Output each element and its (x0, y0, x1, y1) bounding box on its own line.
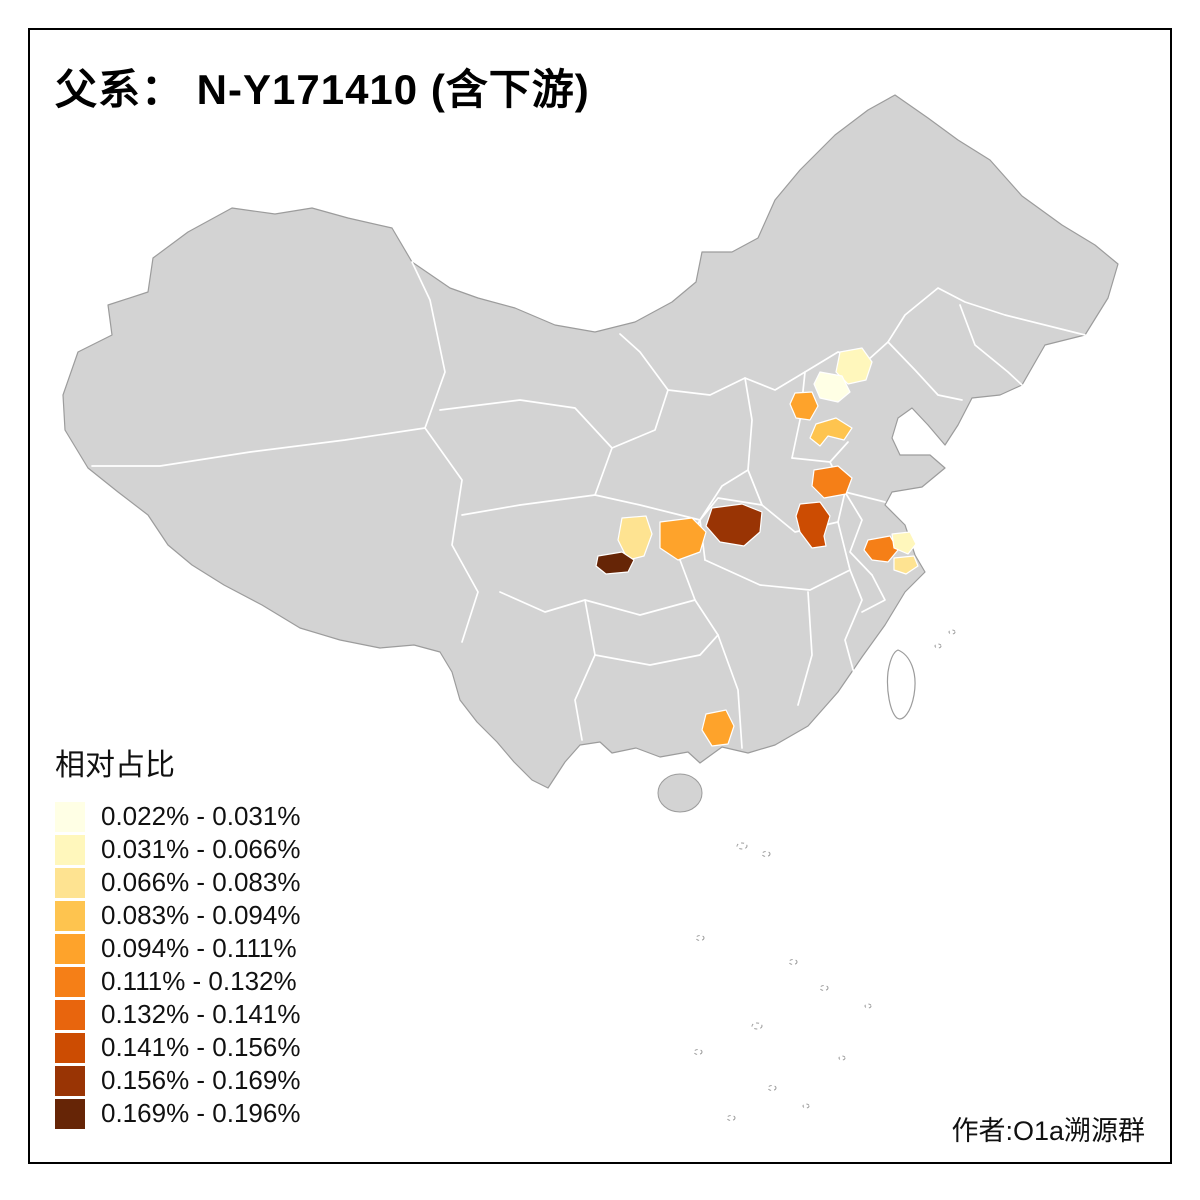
legend-swatch (55, 1065, 85, 1096)
choropleth-region-eastern-hubei (795, 501, 831, 549)
legend-swatch (55, 801, 85, 832)
legend-item: 0.132% - 0.141% (55, 998, 300, 1031)
legend-label: 0.132% - 0.141% (101, 999, 301, 1029)
choropleth-region-northern-zhejiang (893, 555, 919, 575)
choropleth-region-southern-sichuan (595, 551, 635, 575)
legend-swatch (55, 1032, 85, 1063)
legend-title: 相对占比 (55, 749, 175, 782)
choropleth-region-chengdu (617, 515, 653, 561)
legend-label: 0.066% - 0.083% (101, 867, 301, 897)
legend-item: 0.022% - 0.031% (55, 800, 300, 833)
legend-label: 0.156% - 0.169% (101, 1065, 301, 1095)
legend-label: 0.022% - 0.031% (101, 801, 301, 831)
choropleth-region-southern-hebei (809, 417, 853, 447)
legend-label: 0.083% - 0.094% (101, 900, 301, 930)
choropleth-region-southern-jiangsu (863, 535, 899, 563)
map-legend: 相对占比 0.022% - 0.031% 0.031% - 0.066% 0.0… (55, 740, 300, 1130)
page-title: 父系： N-Y171410 (含下游) (55, 66, 590, 113)
china-mainland (62, 94, 1119, 789)
legend-swatch (55, 999, 85, 1030)
choropleth-regions (595, 347, 919, 747)
legend-swatch (55, 900, 85, 931)
choropleth-region-southern-guangxi (701, 709, 735, 747)
legend-swatch (55, 867, 85, 898)
legend-item: 0.031% - 0.066% (55, 833, 300, 866)
legend-item: 0.111% - 0.132% (55, 965, 300, 998)
choropleth-region-shanghai-suzhou (891, 531, 917, 555)
choropleth-region-northern-henan (811, 465, 853, 499)
choropleth-region-beijing-north (835, 347, 873, 385)
legend-item: 0.083% - 0.094% (55, 899, 300, 932)
choropleth-region-nw-hubei (705, 503, 763, 547)
choropleth-region-eastern-sichuan (659, 517, 707, 561)
legend-label: 0.169% - 0.196% (101, 1098, 301, 1128)
province-boundaries (91, 261, 1086, 749)
taiwan-island (886, 649, 916, 720)
legend-swatch (55, 834, 85, 865)
legend-swatch (55, 933, 85, 964)
author-credit: 作者:O1a溯源群 (951, 1116, 1145, 1146)
legend-label: 0.094% - 0.111% (101, 933, 297, 963)
hainan-island (657, 773, 703, 813)
choropleth-region-beijing-southwest (813, 371, 851, 403)
legend-item: 0.094% - 0.111% (55, 932, 300, 965)
legend-label: 0.141% - 0.156% (101, 1032, 301, 1062)
choropleth-region-central-hebei (789, 391, 819, 421)
legend-label: 0.031% - 0.066% (101, 834, 301, 864)
legend-swatch (55, 966, 85, 997)
legend-item: 0.156% - 0.169% (55, 1064, 300, 1097)
legend-item: 0.141% - 0.156% (55, 1031, 300, 1064)
legend-item: 0.169% - 0.196% (55, 1097, 300, 1130)
legend-item: 0.066% - 0.083% (55, 866, 300, 899)
south-china-sea-islands (693, 629, 956, 1121)
legend-label: 0.111% - 0.132% (101, 966, 297, 996)
legend-swatch (55, 1098, 85, 1129)
